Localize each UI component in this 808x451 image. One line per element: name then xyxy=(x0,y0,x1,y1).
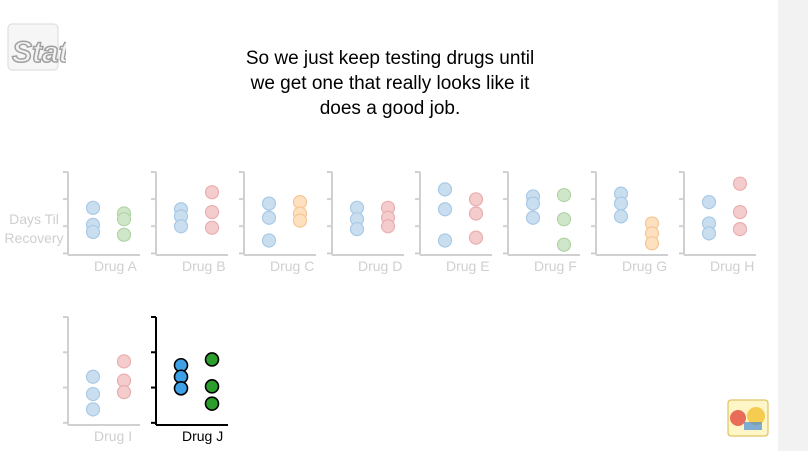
drug-f-group2-point xyxy=(556,237,572,252)
drug-f-group2-point xyxy=(556,187,572,203)
drug-j-group2-point xyxy=(204,379,220,394)
drug-f-group1-point xyxy=(525,210,541,225)
drug-g-group1-point xyxy=(613,209,629,224)
drug-h-group2-point xyxy=(732,222,748,237)
drug-h-group2-point xyxy=(732,176,748,191)
drug-h-group2-point xyxy=(732,204,748,220)
drug-h-label: Drug H xyxy=(710,258,755,274)
statquest-small-logo-icon xyxy=(727,399,769,437)
drug-d-group2-point xyxy=(380,219,396,234)
drug-a-group2-point xyxy=(116,227,132,242)
drug-i-group1-point xyxy=(85,402,101,417)
drug-h-group1-point xyxy=(701,226,717,241)
y-axis-label: Days Til Recovery xyxy=(4,211,64,246)
drug-b-group1-point xyxy=(173,219,189,234)
drug-c-group1-point xyxy=(261,233,277,248)
drug-d-label: Drug D xyxy=(358,258,403,274)
drug-j-group1-point xyxy=(173,380,189,396)
drug-f-group1-point xyxy=(525,196,541,211)
drug-b-group2-point xyxy=(204,185,220,200)
right-gutter xyxy=(778,0,808,451)
drug-plots xyxy=(63,171,756,426)
drug-c-group1-point xyxy=(261,196,277,211)
drug-c-group1-point xyxy=(261,210,277,225)
drug-e-group2-point xyxy=(468,230,484,245)
drug-i-group2-point xyxy=(116,385,132,400)
drug-e-group2-point xyxy=(468,192,484,207)
drug-j-label: Drug J xyxy=(182,428,224,444)
drug-e-group1-point xyxy=(437,202,453,217)
drug-i-group2-point xyxy=(116,354,132,369)
drug-e-group1-point xyxy=(437,182,453,197)
drug-c-group2-point xyxy=(292,213,308,228)
drug-b-group2-point xyxy=(204,220,220,235)
drug-a-group1-point xyxy=(85,224,101,240)
drug-a-group2-point xyxy=(116,212,132,227)
drug-g-group2-point xyxy=(644,236,660,251)
drug-f-label: Drug F xyxy=(534,258,577,274)
logo-wordmark: StatQuest xyxy=(12,36,66,69)
drug-i-group1-point xyxy=(85,369,101,384)
drug-f-group2-point xyxy=(556,212,572,227)
drug-i-group1-point xyxy=(85,386,101,402)
statquest-logo-icon: StatQuest xyxy=(7,23,66,71)
drug-j-group2-point xyxy=(204,352,220,367)
drug-e-group1-point xyxy=(437,233,453,248)
drug-i-label: Drug I xyxy=(94,428,133,444)
drug-a-label: Drug A xyxy=(94,258,137,274)
drug-g-group1-point xyxy=(613,196,629,211)
drug-j-group2-point xyxy=(204,396,220,411)
drug-b-label: Drug B xyxy=(182,258,226,274)
drug-e-label: Drug E xyxy=(446,258,490,274)
drug-g-label: Drug G xyxy=(622,258,668,274)
drug-e-group2-point xyxy=(468,206,484,221)
drug-a-group1-point xyxy=(85,200,101,215)
drug-d-group1-point xyxy=(349,222,365,237)
slide-caption: So we just keep testing drugs until we g… xyxy=(245,48,535,119)
drug-h-group1-point xyxy=(701,195,717,210)
drug-b-group2-point xyxy=(204,204,220,220)
drug-c-label: Drug C xyxy=(270,258,315,274)
